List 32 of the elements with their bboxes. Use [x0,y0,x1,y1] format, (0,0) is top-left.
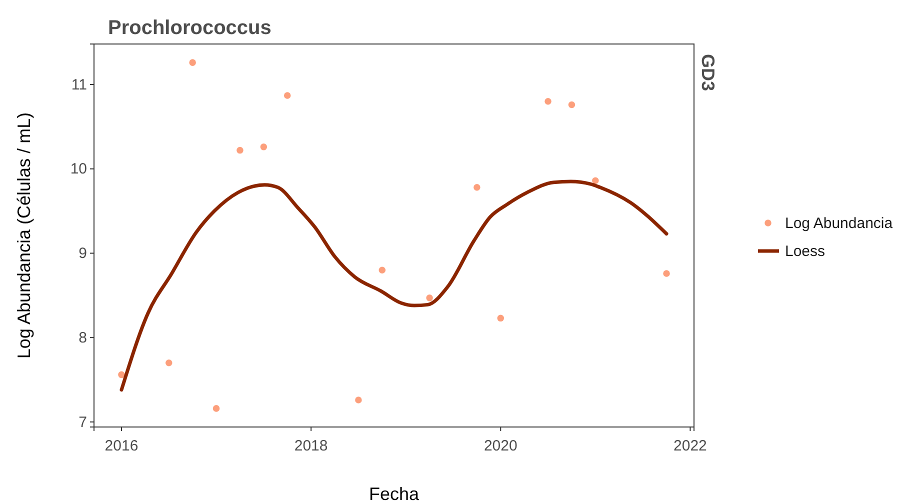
point [260,144,268,150]
y-tick-label: 10 [70,160,87,178]
point [118,371,125,378]
point [236,146,244,154]
text: GD3 [698,54,718,92]
x-tick-label: 2016 [104,438,138,454]
point [426,294,433,302]
point [497,314,504,322]
y-axis-title: Log Abundancia (Células / mL) [14,112,34,359]
y-tick-label: 8 [78,329,87,346]
y-tick-label: 7 [78,414,87,431]
point [568,101,576,108]
y-tick-label: 11 [71,76,87,94]
point [355,396,362,404]
x-axis-title: Fecha [368,484,420,504]
legend-label: Loess [785,243,826,260]
point [378,266,386,274]
point [663,270,670,277]
point [592,177,599,184]
point [165,360,172,366]
point [189,59,196,66]
legend-label: Log Abundancia [785,215,894,232]
point [474,184,480,191]
point [212,405,220,412]
x-tick-label: 2020 [484,438,518,454]
y-tick-label: 9 [78,245,87,262]
point [544,98,552,105]
chart-title: Prochlorococcus [108,17,272,39]
x-tick-label: 2022 [674,438,707,454]
line-series [120,180,668,392]
x-tick-label: 2018 [294,438,328,454]
point [284,92,291,99]
